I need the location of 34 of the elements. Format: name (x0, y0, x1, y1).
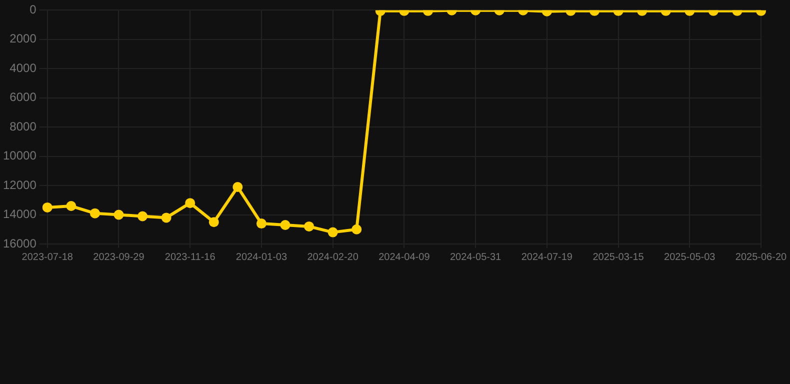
y-tick-label: 14000 (2, 207, 37, 222)
y-tick-label: 12000 (2, 178, 37, 192)
point (66, 201, 76, 212)
y-tick-label: 0 (30, 2, 37, 17)
point (328, 227, 338, 238)
y-tick-label: 8000 (10, 119, 37, 134)
x-tick-label: 2024-04-09 (378, 252, 430, 263)
x-tick-label: 2025-03-15 (592, 252, 644, 263)
point (138, 211, 148, 222)
point (304, 221, 314, 232)
point (280, 220, 290, 230)
x-tick-label: 2024-07-19 (521, 252, 573, 263)
point (161, 212, 172, 223)
x-tick-label: 2023-09-29 (93, 252, 145, 263)
point (42, 202, 52, 212)
point (114, 210, 124, 220)
point (208, 217, 219, 228)
x-tick-label: 2023-11-16 (164, 252, 216, 263)
y-tick-label: 16000 (2, 236, 37, 250)
x-tick-label: 2024-02-20 (307, 252, 359, 263)
x-tick-label: 2024-01-03 (236, 252, 288, 263)
y-tick-label: 10000 (2, 148, 37, 163)
point (256, 218, 266, 229)
point (232, 182, 243, 192)
x-tick-label: 2025-05-03 (664, 252, 716, 263)
x-tick-label: 2023-07-18 (22, 252, 74, 263)
point (185, 198, 196, 208)
y-tick-label: 6000 (10, 90, 37, 104)
y-tick-label: 2000 (10, 32, 37, 46)
x-tick-label: 2024-05-31 (450, 252, 502, 263)
x-tick-label: 2025-06-20 (735, 252, 788, 263)
point (352, 224, 362, 234)
point (90, 208, 100, 218)
y-tick-label: 4000 (10, 60, 37, 75)
